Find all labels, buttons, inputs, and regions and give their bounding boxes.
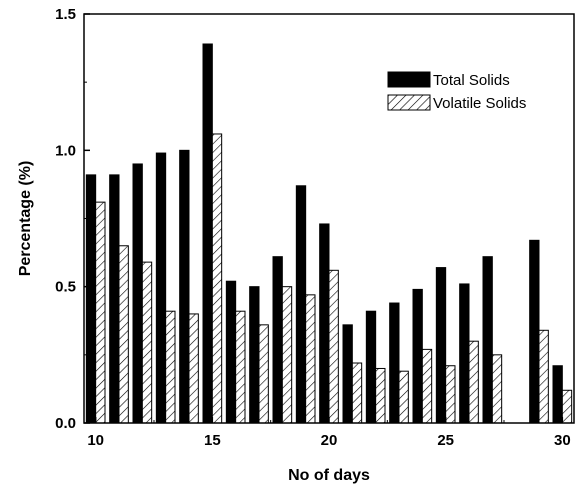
legend-swatch (387, 71, 431, 88)
volatile-solids-bar (211, 133, 223, 424)
volatile-solids-bar (398, 370, 409, 424)
y-tick-label: 0.0 (55, 415, 76, 432)
x-tick-label: 20 (321, 432, 338, 449)
volatile-solids-bar (118, 245, 129, 424)
y-tick-label: 1.5 (55, 6, 76, 23)
total-solids-bar (365, 310, 377, 424)
volatile-solids-bar (351, 362, 363, 424)
legend-label: Total Solids (433, 72, 510, 89)
total-solids-bar (319, 223, 330, 424)
total-solids-bar (202, 43, 213, 424)
total-solids-bar (529, 239, 540, 424)
legend-label: Volatile Solids (433, 95, 526, 112)
total-solids-bar (225, 280, 237, 424)
volatile-solids-bar (305, 294, 316, 424)
total-solids-bar (155, 152, 167, 424)
total-solids-bar (295, 185, 307, 424)
volatile-solids-bar (561, 389, 573, 424)
total-solids-bar (552, 365, 563, 424)
total-solids-bar (249, 286, 260, 424)
total-solids-bar (459, 283, 470, 424)
total-solids-bar (389, 302, 400, 424)
volatile-solids-bar (95, 201, 106, 424)
x-tick-label: 25 (437, 432, 454, 449)
x-axis-title: No of days (288, 467, 370, 484)
x-tick-label: 10 (87, 432, 104, 449)
volatile-solids-bar (375, 367, 386, 424)
volatile-solids-bar (281, 286, 293, 424)
volatile-solids-bar (538, 329, 549, 424)
x-tick-label: 30 (554, 432, 571, 449)
volatile-solids-bar (468, 340, 479, 424)
y-tick-label: 1.0 (55, 142, 76, 159)
volatile-solids-bar (491, 354, 503, 424)
volatile-solids-bar (445, 365, 456, 424)
total-solids-bar (412, 288, 423, 424)
volatile-solids-bar (188, 313, 199, 424)
y-axis-title: Percentage (%) (17, 161, 34, 277)
x-tick-label: 15 (204, 432, 221, 449)
volatile-solids-bar (421, 348, 433, 424)
volatile-solids-bar (165, 310, 176, 424)
total-solids-bar (342, 324, 353, 424)
total-solids-bar (272, 256, 283, 424)
volatile-solids-bar (235, 310, 246, 424)
total-solids-bar (482, 256, 493, 424)
total-solids-bar (109, 174, 120, 424)
total-solids-bar (85, 174, 97, 424)
total-solids-bar (179, 149, 190, 424)
bars-group (85, 43, 573, 424)
total-solids-bar (132, 163, 143, 424)
axis-ticks: 10 15 20 25 30 0.0 0.5 1.0 1.5 (55, 6, 571, 449)
total-solids-bar (435, 267, 447, 424)
volatile-solids-bar (141, 261, 153, 424)
legend-swatch (387, 94, 431, 111)
volatile-solids-bar (328, 269, 339, 424)
legend: Total Solids Volatile Solids (387, 71, 526, 112)
volatile-solids-bar (258, 324, 269, 424)
y-tick-label: 0.5 (55, 279, 76, 296)
